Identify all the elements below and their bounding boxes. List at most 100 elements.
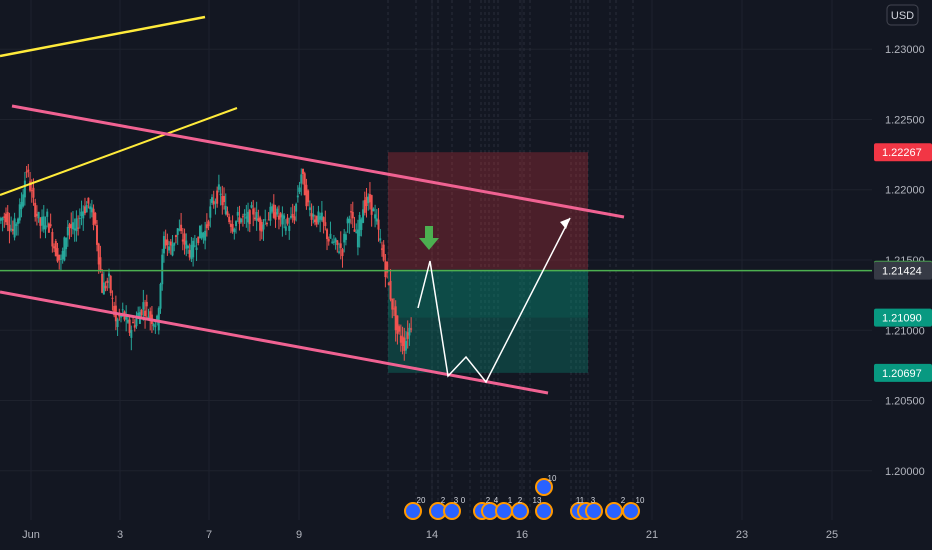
candle-body bbox=[130, 329, 133, 338]
candle-body bbox=[226, 211, 229, 216]
candle-body bbox=[169, 241, 172, 246]
event-count: 20 bbox=[417, 496, 426, 505]
candle-body bbox=[152, 324, 155, 327]
candle-body bbox=[142, 302, 145, 310]
candle-body bbox=[286, 217, 289, 224]
candle-body bbox=[245, 216, 248, 219]
candle-body bbox=[181, 239, 184, 242]
take-profit-zone bbox=[388, 269, 588, 373]
candle-body bbox=[99, 257, 102, 272]
event-count: 3 bbox=[454, 496, 459, 505]
event-marker[interactable] bbox=[622, 502, 640, 520]
candle-body bbox=[61, 250, 64, 260]
event-marker[interactable] bbox=[495, 502, 513, 520]
candle-body bbox=[180, 224, 183, 232]
price-tick-label: 1.22500 bbox=[885, 114, 925, 126]
price-tick-label: 1.21000 bbox=[885, 325, 925, 337]
candle-body bbox=[264, 219, 267, 221]
candle-body bbox=[92, 208, 95, 226]
candle-body bbox=[384, 261, 387, 278]
candle-body bbox=[140, 309, 143, 316]
candle-body bbox=[277, 215, 280, 220]
candle-body bbox=[368, 194, 371, 203]
candle-body bbox=[260, 222, 263, 232]
candle-body bbox=[348, 218, 351, 223]
channel-lower-line bbox=[0, 290, 549, 395]
candle-body bbox=[198, 225, 201, 239]
candle-body bbox=[145, 301, 148, 307]
candle-body bbox=[102, 282, 105, 295]
candle-body bbox=[159, 283, 162, 309]
candle-body bbox=[77, 227, 80, 229]
event-count: 10 bbox=[548, 474, 557, 483]
currency-badge[interactable]: USD bbox=[886, 4, 919, 26]
event-count: 2 bbox=[518, 496, 523, 505]
candle-body bbox=[350, 211, 353, 213]
candle-body bbox=[106, 280, 109, 283]
event-marker[interactable] bbox=[535, 502, 553, 520]
candle-body bbox=[56, 248, 59, 262]
candle-body bbox=[58, 254, 61, 261]
candle-body bbox=[248, 210, 251, 225]
event-marker[interactable] bbox=[605, 502, 623, 520]
candle-body bbox=[37, 211, 40, 219]
candle-body bbox=[233, 228, 236, 233]
candle-body bbox=[403, 337, 406, 351]
candle-body bbox=[401, 336, 404, 346]
candle-body bbox=[137, 312, 140, 318]
event-count: 2 bbox=[486, 496, 491, 505]
projection-path bbox=[417, 217, 571, 384]
event-marker[interactable] bbox=[443, 502, 461, 520]
price-label-text: 1.21090 bbox=[882, 313, 922, 325]
time-axis[interactable]: Jun 3 7 9 14 16 21 23 25 bbox=[0, 520, 932, 550]
down-arrow-head bbox=[419, 238, 439, 250]
candle-body bbox=[68, 224, 71, 228]
candle-body bbox=[314, 219, 317, 223]
candle-body bbox=[147, 316, 150, 319]
candle-body bbox=[247, 211, 250, 223]
candle-body bbox=[149, 311, 152, 319]
price-label-box bbox=[874, 308, 932, 327]
candle-body bbox=[11, 229, 14, 232]
candle-body bbox=[346, 218, 349, 224]
candle-body bbox=[30, 190, 33, 192]
price-label-box bbox=[874, 143, 932, 162]
time-tick-label: 3 bbox=[117, 529, 123, 541]
candle-body bbox=[200, 232, 203, 239]
candle-body bbox=[186, 245, 189, 249]
candle-body bbox=[101, 273, 104, 293]
event-marker[interactable] bbox=[585, 502, 603, 520]
event-marker[interactable] bbox=[511, 502, 529, 520]
event-marker-top[interactable] bbox=[535, 478, 553, 496]
candle-body bbox=[133, 325, 136, 328]
candle-body bbox=[253, 217, 256, 220]
candle-body bbox=[78, 217, 81, 219]
event-count: 4 bbox=[494, 496, 499, 505]
event-count: 13 bbox=[533, 496, 542, 505]
candle-body bbox=[396, 315, 399, 334]
candle-body bbox=[312, 214, 315, 217]
candle-body bbox=[341, 249, 344, 257]
candle-body bbox=[82, 211, 85, 219]
candle-body bbox=[20, 201, 23, 210]
time-tick-label: 25 bbox=[826, 529, 838, 541]
candle-body bbox=[144, 310, 147, 317]
candle-body bbox=[73, 228, 76, 231]
candle-body bbox=[267, 219, 270, 221]
candle-body bbox=[310, 213, 313, 220]
candle-body bbox=[398, 326, 401, 332]
event-marker[interactable] bbox=[404, 502, 422, 520]
event-count: 10 bbox=[636, 496, 645, 505]
candle-body bbox=[90, 207, 93, 213]
currency-label: USD bbox=[891, 10, 914, 22]
candle-body bbox=[132, 322, 135, 324]
candle-body bbox=[120, 314, 123, 318]
candle-body bbox=[66, 226, 69, 236]
candle-body bbox=[303, 173, 306, 196]
candle-body bbox=[338, 251, 341, 253]
